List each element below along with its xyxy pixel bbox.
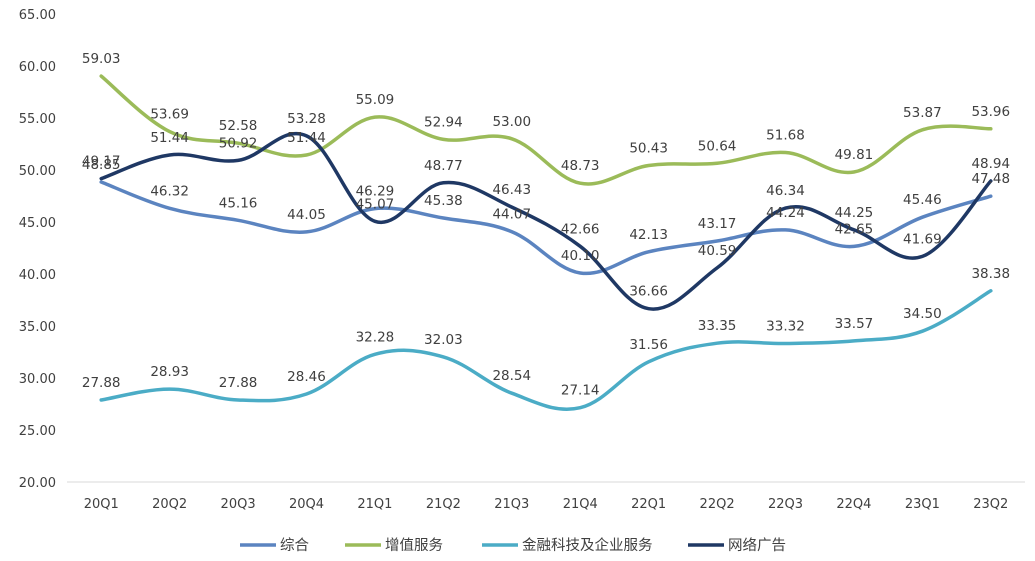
data-label-fintech: 33.32	[766, 318, 805, 334]
data-label-composite: 44.05	[287, 207, 326, 223]
data-label-online-ads: 46.34	[766, 183, 805, 199]
data-label-value-added: 48.73	[561, 158, 600, 174]
data-label-value-added: 50.43	[629, 141, 668, 157]
data-label-fintech: 28.54	[492, 368, 531, 384]
data-label-online-ads: 49.17	[82, 154, 121, 170]
data-label-fintech: 33.35	[698, 318, 737, 334]
data-label-fintech: 28.46	[287, 369, 326, 385]
x-tick-label: 21Q4	[563, 497, 598, 512]
data-label-fintech: 27.14	[561, 383, 600, 399]
data-label-online-ads: 45.07	[356, 196, 395, 212]
data-label-fintech: 32.03	[424, 332, 463, 348]
series-line-value-added	[99, 74, 993, 186]
y-tick-label: 45.00	[19, 216, 56, 231]
data-label-composite: 48.85	[82, 157, 121, 173]
x-axis: 20Q1 20Q2 20Q3 20Q4 21Q1 21Q2 21Q3 21Q4 22Q1 22Q2…	[67, 481, 1025, 512]
x-tick-label: 20Q3	[221, 497, 256, 512]
data-label-composite: 42.13	[629, 227, 668, 243]
x-tick-label: 23Q1	[905, 497, 940, 512]
x-tick-label: 22Q1	[631, 497, 666, 512]
data-label-composite: 43.17	[698, 216, 737, 232]
data-label-value-added: 59.03	[82, 51, 121, 67]
x-tick-label: 20Q2	[152, 497, 187, 512]
x-tick-label: 21Q2	[426, 497, 461, 512]
data-label-composite: 46.29	[356, 184, 395, 200]
data-label-fintech: 33.57	[835, 316, 874, 332]
x-tick-label: 22Q3	[768, 497, 803, 512]
x-tick-label: 22Q2	[700, 497, 735, 512]
data-label-composite: 45.46	[903, 192, 942, 208]
data-labels: 48.85 46.32 45.16 44.05 46.29 45.38 44.07 40.10…	[82, 51, 1010, 399]
data-label-fintech: 27.88	[82, 375, 121, 391]
data-label-value-added: 53.00	[492, 114, 531, 130]
data-label-composite: 45.16	[219, 195, 258, 211]
legend-label-value-added: 增值服务	[385, 537, 443, 554]
data-label-online-ads: 36.66	[629, 284, 668, 300]
series-line-online-ads	[99, 132, 993, 311]
data-label-value-added: 53.87	[903, 105, 942, 121]
y-tick-label: 65.00	[19, 8, 56, 23]
data-label-online-ads: 50.92	[219, 135, 258, 151]
x-tick-label: 20Q4	[289, 497, 324, 512]
legend-label-fintech: 金融科技及企业服务	[522, 536, 653, 554]
legend-label-composite: 综合	[280, 537, 309, 554]
data-label-online-ads: 41.69	[903, 231, 942, 247]
legend: 综合 增值服务 金融科技及企业服务 网络广告	[240, 536, 786, 554]
data-label-value-added: 55.09	[356, 92, 395, 108]
data-label-composite: 47.48	[971, 171, 1010, 187]
data-label-composite: 44.07	[492, 207, 531, 223]
x-tick-label: 22Q4	[836, 497, 871, 512]
y-tick-label: 30.00	[19, 372, 56, 387]
y-tick-label: 35.00	[19, 320, 56, 335]
data-label-value-added: 51.68	[766, 128, 805, 144]
series-line-composite	[99, 180, 993, 276]
data-label-composite: 42.65	[835, 221, 874, 237]
y-tick-label: 20.00	[19, 476, 56, 491]
x-tick-label: 23Q2	[973, 497, 1008, 512]
data-label-online-ads: 42.66	[561, 221, 600, 237]
series-lines	[99, 74, 993, 411]
data-label-online-ads: 48.77	[424, 158, 463, 174]
y-tick-label: 50.00	[19, 164, 56, 179]
y-tick-label: 60.00	[19, 60, 56, 75]
y-axis: 20.00 25.00 30.00 35.00 40.00 45.00 50.00 55.00…	[19, 8, 56, 491]
data-label-value-added: 51.44	[287, 130, 326, 146]
data-label-composite: 40.10	[561, 248, 600, 264]
x-tick-label: 20Q1	[84, 497, 119, 512]
y-tick-label: 40.00	[19, 268, 56, 283]
data-label-fintech: 27.88	[219, 375, 258, 391]
data-label-fintech: 34.50	[903, 306, 942, 322]
data-label-online-ads: 51.44	[150, 130, 189, 146]
x-tick-label: 21Q1	[357, 497, 392, 512]
data-label-value-added: 50.64	[698, 138, 737, 154]
data-label-composite: 46.32	[150, 183, 189, 199]
legend-label-online-ads: 网络广告	[728, 537, 786, 554]
data-label-online-ads: 44.25	[835, 205, 874, 221]
data-label-online-ads: 40.59	[698, 243, 737, 259]
data-label-value-added: 53.69	[150, 107, 189, 123]
data-label-composite: 44.24	[766, 205, 805, 221]
data-label-online-ads: 53.28	[287, 111, 326, 127]
data-label-value-added: 49.81	[835, 147, 874, 163]
data-label-composite: 45.38	[424, 193, 463, 209]
data-label-fintech: 32.28	[356, 329, 395, 345]
data-label-online-ads: 46.43	[492, 182, 531, 198]
data-label-value-added: 53.96	[971, 104, 1010, 120]
data-label-fintech: 38.38	[971, 266, 1010, 282]
data-label-value-added: 52.58	[219, 118, 258, 134]
data-label-value-added: 52.94	[424, 114, 463, 130]
x-tick-label: 21Q3	[494, 497, 529, 512]
data-label-fintech: 31.56	[629, 337, 668, 353]
series-line-fintech	[99, 289, 993, 411]
y-tick-label: 25.00	[19, 424, 56, 439]
data-label-fintech: 28.93	[150, 364, 189, 380]
y-tick-label: 55.00	[19, 112, 56, 127]
data-label-online-ads: 48.94	[971, 156, 1010, 172]
